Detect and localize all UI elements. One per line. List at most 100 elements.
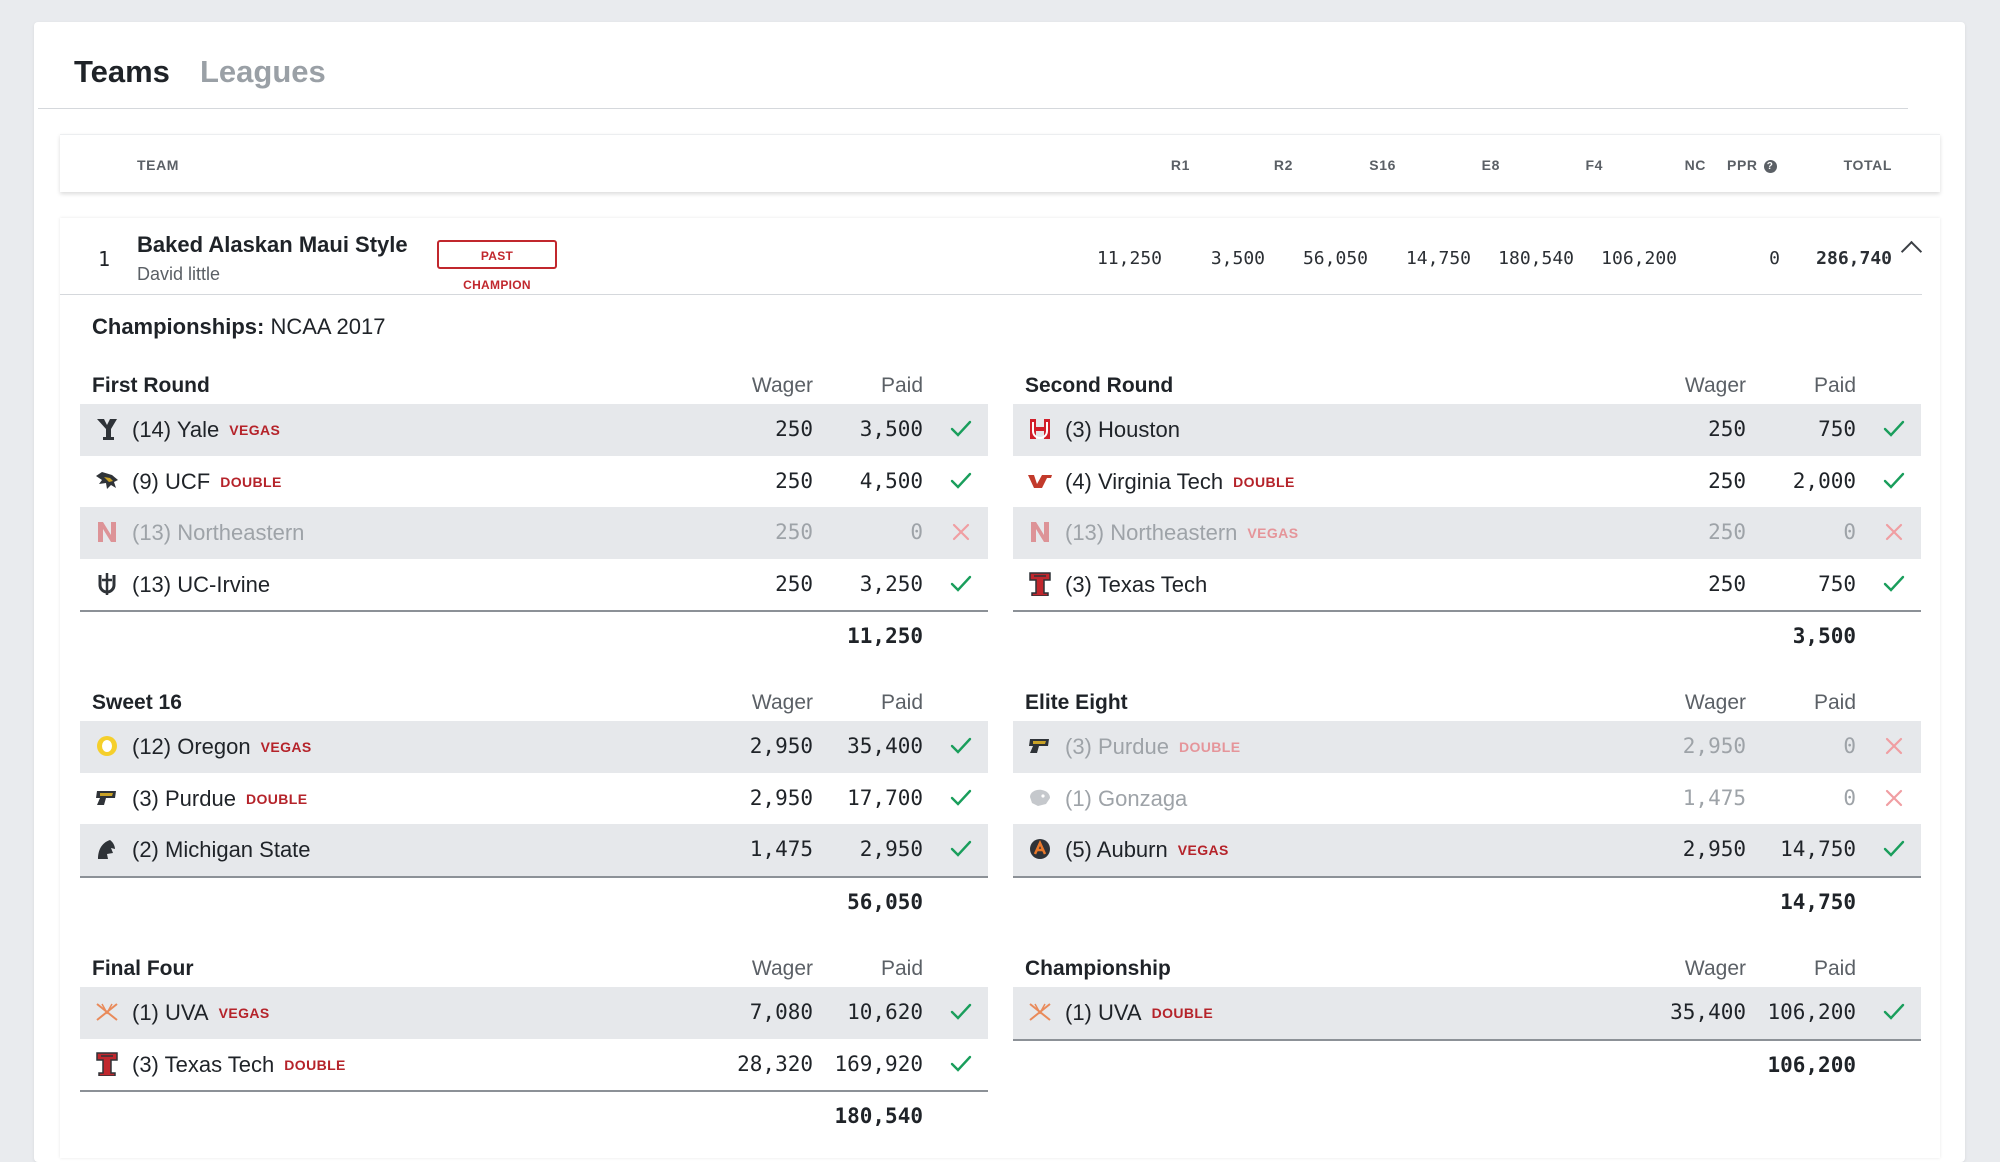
pick-row[interactable]: (13) UC-Irvine 250 3,250 bbox=[80, 559, 988, 611]
paid-value: 17,700 bbox=[847, 785, 923, 810]
check-icon bbox=[1881, 416, 1907, 442]
bet-type-tag: VEGAS bbox=[1247, 525, 1299, 541]
section-total-value: 14,750 bbox=[1780, 889, 1856, 914]
col-r1[interactable]: R1 bbox=[1170, 157, 1190, 173]
section-second-round: Second Round Wager Paid (3) Houston 250 750 (4… bbox=[1013, 364, 1921, 660]
bet-type-tag: VEGAS bbox=[218, 1005, 270, 1021]
pick-row[interactable]: (13) Northeastern VEGAS 250 0 bbox=[1013, 507, 1921, 559]
wager-value: 35,400 bbox=[1670, 1000, 1746, 1024]
pick-row[interactable]: (5) Auburn VEGAS 2,950 14,750 bbox=[1013, 824, 1921, 876]
col-r2[interactable]: R2 bbox=[1273, 157, 1293, 173]
check-icon bbox=[948, 571, 974, 597]
wager-column-label: Wager bbox=[1684, 957, 1746, 980]
pick-row[interactable]: (3) Texas Tech DOUBLE 28,320 169,920 bbox=[80, 1039, 988, 1091]
check-icon bbox=[948, 468, 974, 494]
championships-label: Championships: bbox=[92, 314, 265, 339]
pick-team: (13) UC-Irvine bbox=[132, 572, 270, 598]
wager-column-label: Wager bbox=[751, 957, 813, 980]
wager-value: 250 bbox=[775, 468, 813, 493]
wager-value: 250 bbox=[1708, 468, 1746, 493]
uc-irvine-logo-icon bbox=[94, 571, 120, 597]
col-s16[interactable]: S16 bbox=[1369, 157, 1396, 173]
team-name[interactable]: Baked Alaskan Maui Style bbox=[137, 232, 408, 257]
paid-value: 0 bbox=[1843, 734, 1856, 758]
col-total[interactable]: TOTAL bbox=[1843, 157, 1892, 173]
pick-row[interactable]: (13) Northeastern 250 0 bbox=[80, 507, 988, 559]
paid-value: 2,950 bbox=[859, 837, 923, 861]
paid-column-label: Paid bbox=[880, 374, 923, 397]
section-first-round: First Round Wager Paid (14) Yale VEGAS 250 3,5… bbox=[80, 364, 988, 660]
section-total-value: 3,500 bbox=[1792, 624, 1856, 648]
pick-team-name: (1) Gonzaga bbox=[1065, 785, 1188, 811]
pick-row[interactable]: (3) Texas Tech 250 750 bbox=[1013, 559, 1921, 611]
michigan-state-logo-icon bbox=[94, 836, 120, 862]
northeastern-logo-icon bbox=[1027, 519, 1053, 545]
section-final-four: Final Four Wager Paid (1) UVA VEGAS 7,080 10,6… bbox=[80, 947, 988, 1140]
tab-teams[interactable]: Teams bbox=[74, 54, 170, 89]
pick-row[interactable]: (4) Virginia Tech DOUBLE 250 2,000 bbox=[1013, 456, 1921, 508]
section-title: First Round bbox=[92, 374, 210, 397]
pick-team: (13) Northeastern VEGAS bbox=[1065, 520, 1298, 546]
pick-row[interactable]: (12) Oregon VEGAS 2,950 35,400 bbox=[80, 721, 988, 773]
pick-team: (1) UVA DOUBLE bbox=[1065, 1000, 1213, 1026]
pick-row[interactable]: (1) UVA DOUBLE 35,400 106,200 bbox=[1013, 987, 1921, 1039]
section-title: Sweet 16 bbox=[92, 691, 182, 714]
gonzaga-logo-icon bbox=[1027, 785, 1053, 811]
pick-row[interactable]: (2) Michigan State 1,475 2,950 bbox=[80, 824, 988, 876]
col-nc[interactable]: NC bbox=[1684, 157, 1706, 173]
paid-value: 0 bbox=[1843, 520, 1856, 544]
wager-value: 2,950 bbox=[1682, 837, 1746, 861]
oregon-logo-icon bbox=[94, 733, 120, 759]
section-header: First Round Wager Paid bbox=[80, 364, 988, 404]
texas-tech-logo-icon bbox=[94, 1051, 120, 1077]
section-title: Second Round bbox=[1025, 374, 1174, 397]
section-total: 11,250 bbox=[80, 612, 988, 660]
pick-team-name: (9) UCF bbox=[132, 468, 211, 494]
pick-row[interactable]: (1) Gonzaga 1,475 0 bbox=[1013, 773, 1921, 825]
wager-column-label: Wager bbox=[751, 374, 813, 397]
col-ppr[interactable]: PPR? bbox=[1727, 157, 1777, 173]
team-row-summary[interactable]: 1 Baked Alaskan Maui Style David little … bbox=[60, 218, 1923, 295]
wager-value: 7,080 bbox=[749, 1000, 813, 1024]
wager-value: 250 bbox=[775, 520, 813, 544]
pick-row[interactable]: (1) UVA VEGAS 7,080 10,620 bbox=[80, 987, 988, 1039]
wager-value: 1,475 bbox=[749, 837, 813, 861]
tab-leagues[interactable]: Leagues bbox=[200, 54, 326, 89]
col-f4[interactable]: F4 bbox=[1585, 157, 1603, 173]
wager-value: 250 bbox=[1708, 417, 1746, 441]
pick-team-name: (3) Texas Tech bbox=[1065, 571, 1208, 597]
cross-icon bbox=[1881, 733, 1907, 759]
pick-row[interactable]: (3) Purdue DOUBLE 2,950 17,700 bbox=[80, 773, 988, 825]
pick-team-name: (3) Texas Tech bbox=[132, 1051, 275, 1077]
pick-team-name: (2) Michigan State bbox=[132, 837, 311, 862]
collapse-chevron-icon[interactable] bbox=[1900, 240, 1923, 263]
check-icon bbox=[948, 999, 974, 1025]
championships: Championships: NCAA 2017 bbox=[92, 314, 385, 340]
purdue-logo-icon bbox=[94, 785, 120, 811]
pick-row[interactable]: (9) UCF DOUBLE 250 4,500 bbox=[80, 456, 988, 508]
score-r1: 11,250 bbox=[1096, 248, 1162, 269]
bet-type-tag: DOUBLE bbox=[1178, 739, 1241, 755]
paid-value: 4,500 bbox=[859, 468, 923, 493]
texas-tech-logo-icon bbox=[1027, 571, 1053, 597]
bet-type-tag: DOUBLE bbox=[284, 1056, 346, 1073]
pick-row[interactable]: (14) Yale VEGAS 250 3,500 bbox=[80, 404, 988, 456]
pick-team: (14) Yale VEGAS bbox=[132, 417, 280, 443]
section-total-value: 180,540 bbox=[834, 1104, 923, 1128]
paid-value: 750 bbox=[1818, 571, 1856, 596]
houston-logo-icon bbox=[1027, 416, 1053, 442]
pick-team: (1) UVA VEGAS bbox=[132, 1000, 270, 1026]
col-e8[interactable]: E8 bbox=[1481, 157, 1500, 173]
section-total: 14,750 bbox=[1013, 878, 1921, 926]
wager-value: 1,475 bbox=[1682, 785, 1746, 810]
section-total-value: 11,250 bbox=[847, 624, 923, 648]
section-header: Sweet 16 Wager Paid bbox=[80, 681, 988, 721]
pick-team-name: (13) UC-Irvine bbox=[132, 571, 271, 597]
check-icon bbox=[948, 416, 974, 442]
col-team[interactable]: TEAM bbox=[137, 157, 180, 173]
pick-row[interactable]: (3) Houston 250 750 bbox=[1013, 404, 1921, 456]
pick-row[interactable]: (3) Purdue DOUBLE 2,950 0 bbox=[1013, 721, 1921, 773]
uva-logo-icon bbox=[94, 999, 120, 1025]
help-icon[interactable]: ? bbox=[1763, 160, 1777, 173]
cross-icon bbox=[948, 519, 974, 545]
